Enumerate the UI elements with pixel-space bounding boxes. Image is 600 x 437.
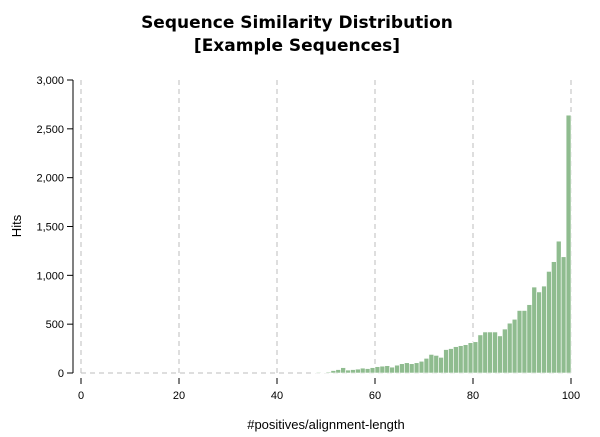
bar-77 [457, 345, 464, 374]
bar-81 [477, 334, 484, 374]
bar-88 [511, 318, 518, 374]
bar-85 [497, 335, 503, 374]
x-axis-ticks: 0 20 40 60 80 100 [78, 378, 580, 402]
chart-title-line-1: Sequence Similarity Distribution [141, 13, 453, 33]
bar-83 [487, 331, 493, 374]
y-tick-label-3: 1,500 [36, 222, 64, 234]
bar-68 [413, 362, 420, 374]
bar-86 [502, 328, 508, 374]
bar-54 [345, 369, 351, 374]
bar-51 [330, 370, 337, 374]
bar-58 [364, 368, 371, 374]
bar-60 [374, 366, 381, 374]
bar-79 [467, 342, 474, 374]
bar-72 [433, 355, 439, 374]
bar-75 [448, 348, 454, 374]
bar-92 [531, 286, 537, 374]
y-tick-label-6: 3,000 [36, 75, 64, 87]
bar-65 [399, 363, 405, 374]
bar-93 [536, 291, 542, 374]
y-axis-ticks: 0 500 1,000 1,500 2,000 2,500 3,000 [36, 75, 73, 380]
y-tick-label-0: 0 [58, 368, 64, 380]
bar-74 [443, 349, 449, 374]
bar-78 [462, 344, 469, 374]
bar-61 [379, 365, 386, 374]
x-tick-label-5: 100 [562, 390, 580, 402]
bar-50 [325, 371, 332, 374]
x-tick-label-2: 40 [271, 390, 283, 402]
y-axis-label: Hits [9, 214, 24, 237]
y-tick-label-2: 1,000 [36, 270, 64, 282]
bar-48 [315, 371, 322, 374]
bar-69 [418, 360, 425, 374]
bar-70 [423, 358, 430, 374]
bar-53 [340, 367, 346, 374]
bar-71 [428, 354, 435, 374]
bar-87 [506, 322, 513, 374]
bar-52 [335, 369, 341, 374]
bar-63 [389, 366, 395, 374]
bar-96 [551, 261, 557, 374]
bar-97 [555, 240, 562, 374]
bar-98 [560, 256, 567, 374]
bar-91 [526, 304, 533, 374]
bar-84 [492, 331, 498, 374]
bar-64 [394, 364, 400, 374]
bar-94 [541, 285, 547, 374]
y-tick-label-5: 2,500 [36, 124, 64, 136]
x-tick-label-0: 0 [78, 390, 84, 402]
bar-56 [355, 368, 361, 374]
bar-57 [359, 367, 366, 374]
chart-title-line-2: [Example Sequences] [194, 36, 400, 56]
y-tick-label-4: 2,000 [36, 173, 64, 185]
bar-80 [472, 341, 479, 374]
bar-90 [521, 310, 528, 374]
bar-62 [384, 365, 390, 374]
x-tick-label-1: 20 [173, 390, 185, 402]
x-axis-label: #positives/alignment-length [247, 417, 405, 432]
x-tick-label-3: 60 [369, 390, 381, 402]
bar-59 [369, 367, 376, 374]
bar-73 [438, 357, 444, 374]
bar-55 [350, 369, 356, 374]
bar-66 [404, 362, 410, 374]
bar-76 [453, 346, 459, 374]
bar-82 [482, 331, 488, 374]
bar-89 [516, 310, 523, 374]
bar-67 [408, 363, 415, 374]
gridlines [80, 80, 572, 374]
bars [310, 114, 572, 374]
y-tick-label-1: 500 [46, 319, 64, 331]
bar-95 [546, 271, 552, 374]
bar-99 [565, 114, 572, 374]
x-tick-label-4: 80 [467, 390, 479, 402]
